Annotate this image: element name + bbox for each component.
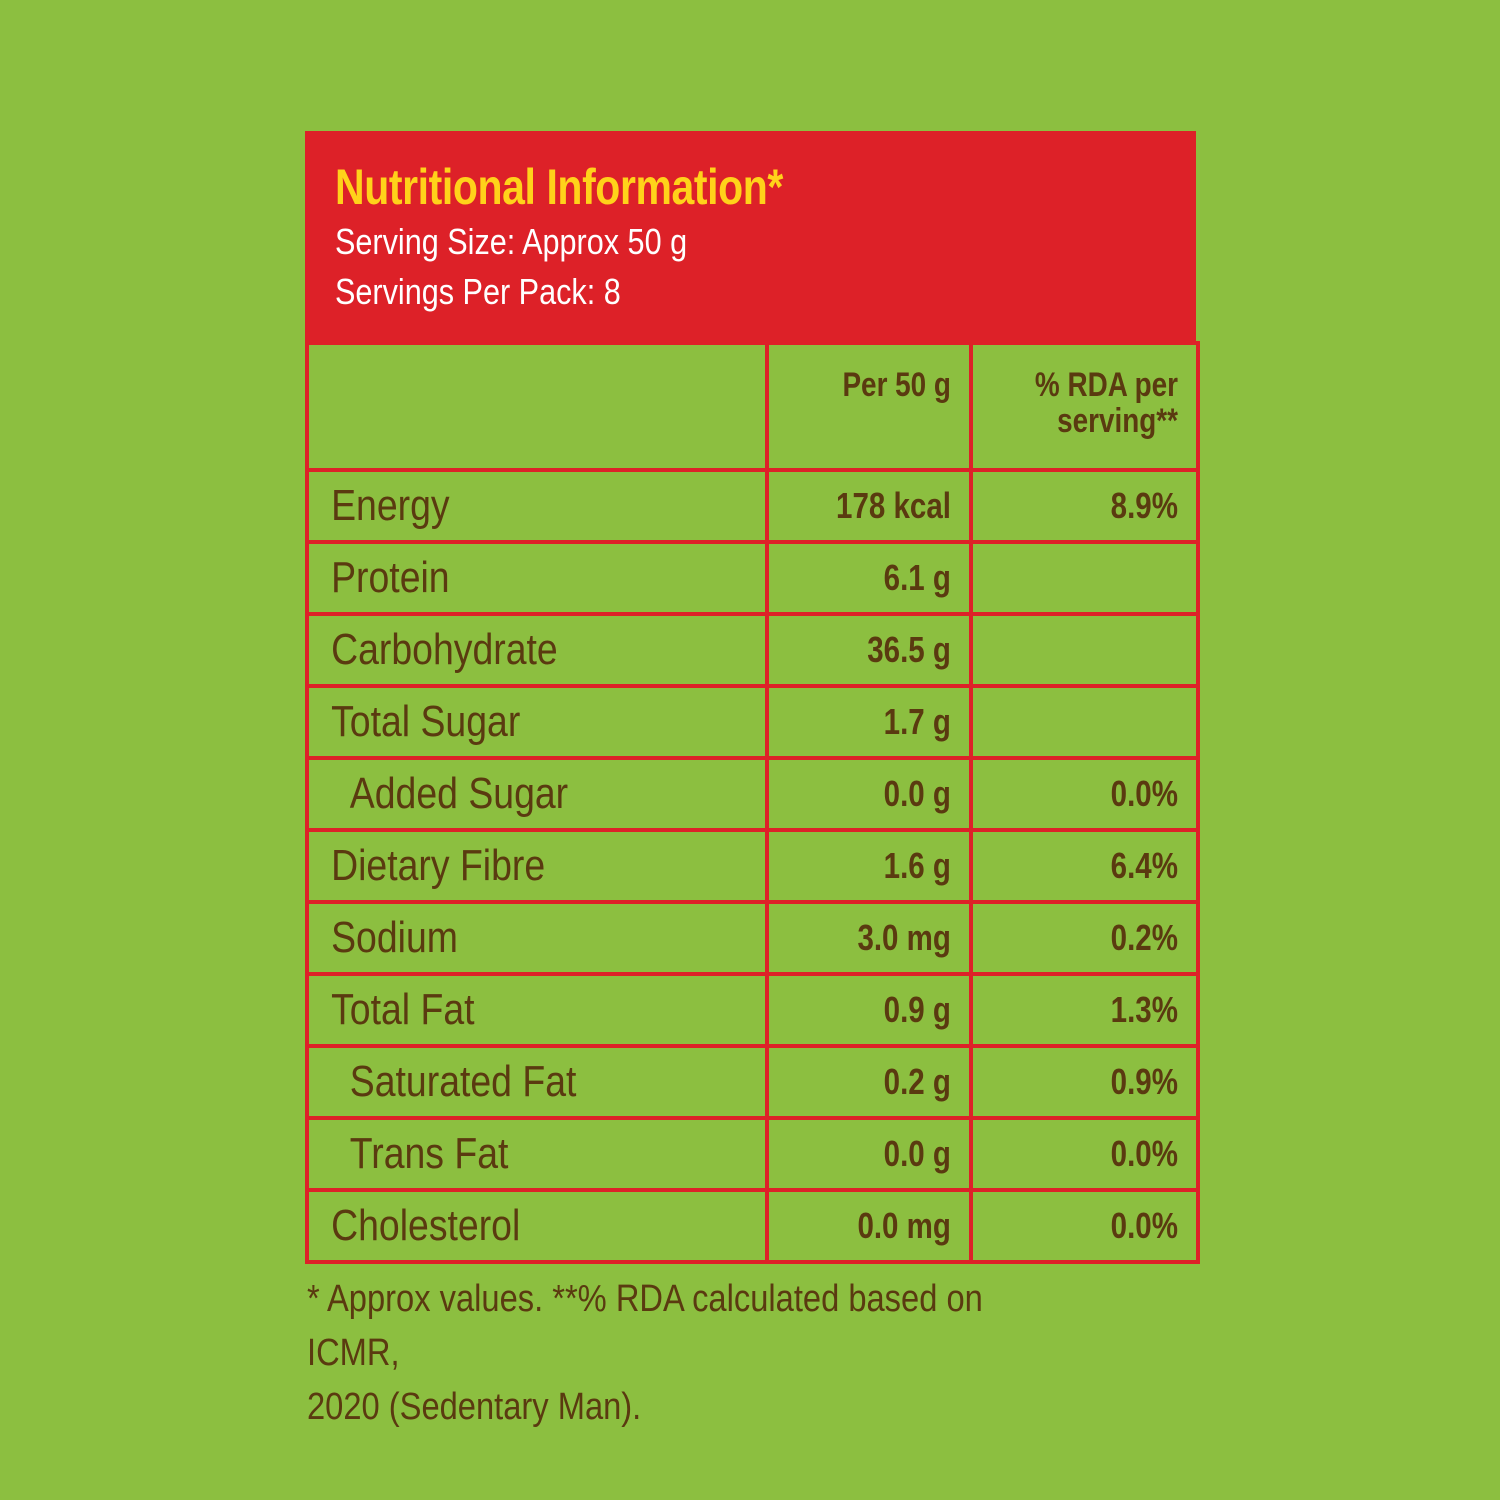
row-per-added-sugar: 0.0 g — [883, 773, 951, 814]
table-row: Dietary Fibre 1.6 g 6.4% — [305, 828, 1200, 904]
table-row: Saturated Fat 0.2 g 0.9% — [305, 1044, 1200, 1120]
header-rda-cell: % RDA per serving** — [969, 341, 1200, 472]
rda-header-line2: serving** — [1057, 402, 1178, 440]
row-per-carbohydrate: 36.5 g — [867, 629, 951, 670]
row-label-total-sugar: Total Sugar — [331, 697, 521, 746]
rda-column-header: % RDA per serving** — [1013, 347, 1194, 440]
table-row: Sodium 3.0 mg 0.2% — [305, 900, 1200, 976]
row-per-energy: 178 kcal — [836, 485, 951, 526]
row-per-cholesterol: 0.0 mg — [857, 1205, 951, 1246]
row-label-added-sugar: Added Sugar — [349, 769, 569, 818]
row-rda-energy: 8.9% — [1110, 485, 1178, 526]
row-per-trans-fat: 0.0 g — [883, 1133, 951, 1174]
table-row: Trans Fat 0.0 g 0.0% — [305, 1116, 1200, 1192]
per-column-header: Per 50 g — [842, 366, 951, 404]
row-rda-total-fat: 1.3% — [1110, 989, 1178, 1030]
table-row: Total Fat 0.9 g 1.3% — [305, 972, 1200, 1048]
table-row: Carbohydrate 36.5 g — [305, 612, 1200, 688]
row-per-total-sugar: 1.7 g — [883, 701, 951, 742]
row-per-saturated-fat: 0.2 g — [883, 1061, 951, 1102]
row-rda-sodium: 0.2% — [1110, 917, 1178, 958]
table-header-row: Per 50 g % RDA per serving** — [305, 341, 1200, 472]
row-label-carbohydrate: Carbohydrate — [331, 625, 558, 674]
table-row: Protein 6.1 g — [305, 540, 1200, 616]
rda-header-line1: % RDA per — [1034, 366, 1178, 404]
servings-per-pack: Servings Per Pack: 8 — [335, 271, 621, 312]
header-blank-cell — [305, 341, 769, 472]
nutrition-panel: Nutritional Information* Serving Size: A… — [305, 131, 1200, 1264]
row-label-protein: Protein — [331, 553, 450, 602]
row-rda-added-sugar: 0.0% — [1110, 773, 1178, 814]
row-label-energy: Energy — [331, 481, 450, 530]
row-rda-cholesterol: 0.0% — [1110, 1205, 1178, 1246]
nutrition-table: Per 50 g % RDA per serving** Energy 178 k… — [305, 341, 1200, 1264]
row-label-dietary-fibre: Dietary Fibre — [331, 841, 546, 890]
row-rda-saturated-fat: 0.9% — [1110, 1061, 1178, 1102]
header-per-cell: Per 50 g — [765, 341, 973, 472]
footnote-line1: * Approx values. **% RDA calculated base… — [307, 1278, 983, 1374]
row-rda-trans-fat: 0.0% — [1110, 1133, 1178, 1174]
row-label-cholesterol: Cholesterol — [331, 1201, 521, 1250]
footnote: * Approx values. **% RDA calculated base… — [307, 1272, 1081, 1434]
row-per-protein: 6.1 g — [883, 557, 951, 598]
table-row: Cholesterol 0.0 mg 0.0% — [305, 1188, 1200, 1264]
table-row: Energy 178 kcal 8.9% — [305, 468, 1200, 544]
row-label-total-fat: Total Fat — [331, 985, 475, 1034]
row-label-saturated-fat: Saturated Fat — [349, 1057, 577, 1106]
row-label-trans-fat: Trans Fat — [349, 1129, 509, 1178]
row-per-dietary-fibre: 1.6 g — [883, 845, 951, 886]
row-label-sodium: Sodium — [331, 913, 458, 962]
footnote-line2: 2020 (Sedentary Man). — [307, 1386, 642, 1428]
nutrition-header: Nutritional Information* Serving Size: A… — [305, 131, 1196, 341]
serving-size: Serving Size: Approx 50 g — [335, 221, 688, 262]
nutrition-title: Nutritional Information* — [335, 159, 783, 215]
table-row: Added Sugar 0.0 g 0.0% — [305, 756, 1200, 832]
row-rda-dietary-fibre: 6.4% — [1110, 845, 1178, 886]
row-per-sodium: 3.0 mg — [857, 917, 951, 958]
row-per-total-fat: 0.9 g — [883, 989, 951, 1030]
table-row: Total Sugar 1.7 g — [305, 684, 1200, 760]
